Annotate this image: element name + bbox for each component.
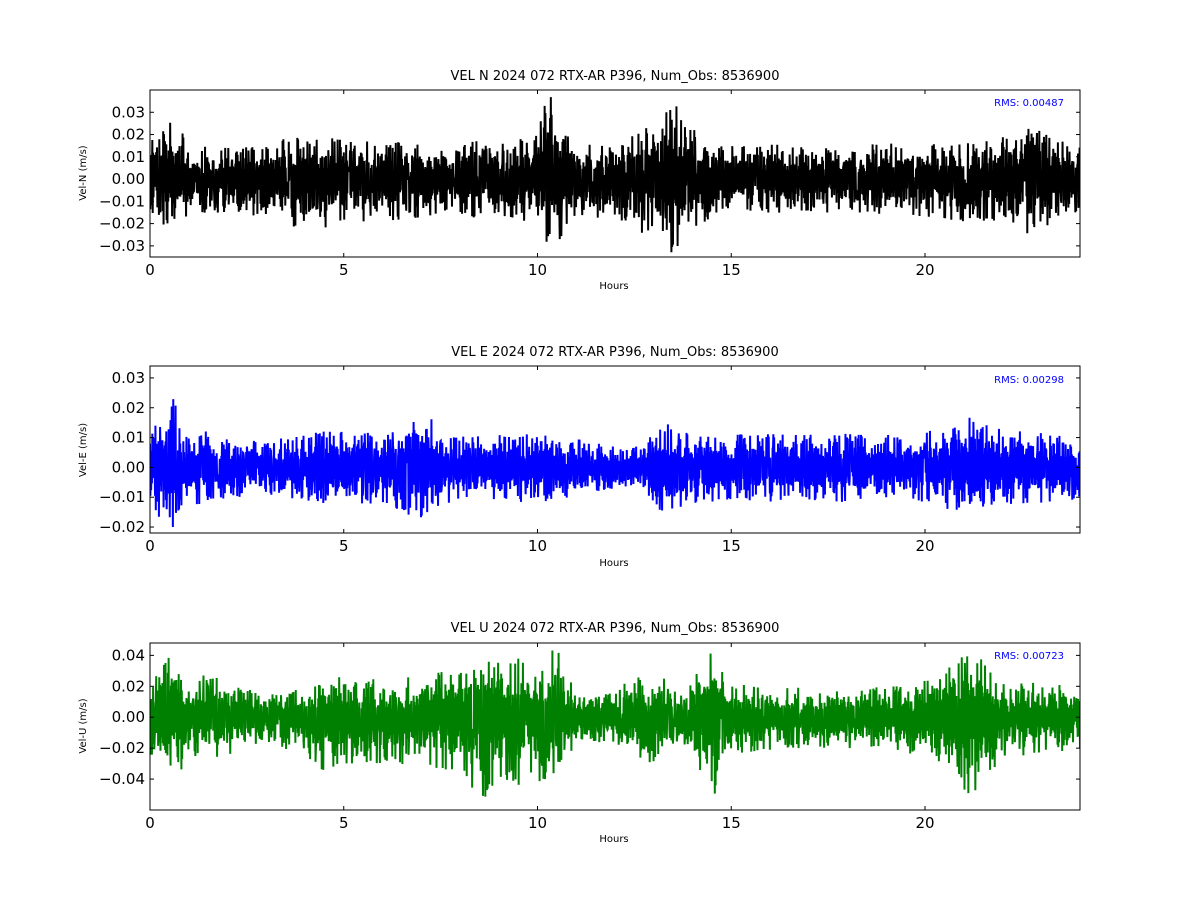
y-tick-label: 0.03 bbox=[112, 369, 145, 387]
x-tick-label: 0 bbox=[145, 537, 155, 555]
y-tick-label: 0.00 bbox=[112, 170, 145, 188]
x-tick-label: 20 bbox=[915, 261, 934, 279]
series-line bbox=[150, 97, 1080, 253]
x-tick-label: 10 bbox=[528, 261, 547, 279]
x-tick-label: 15 bbox=[722, 261, 741, 279]
y-tick-label: 0.00 bbox=[112, 458, 145, 476]
y-tick-label: −0.02 bbox=[99, 518, 145, 536]
x-tick-label: 20 bbox=[915, 814, 934, 832]
series-line bbox=[150, 399, 1080, 528]
y-axis-label: Vel-E (m/s) bbox=[78, 423, 89, 477]
plot-frame bbox=[149, 642, 1081, 811]
y-tick-label: 0.02 bbox=[112, 399, 145, 417]
x-axis-label: Hours bbox=[599, 281, 628, 292]
y-tick-label: −0.04 bbox=[99, 770, 145, 788]
y-tick-label: −0.03 bbox=[99, 237, 145, 255]
x-tick-label: 15 bbox=[722, 537, 741, 555]
panel-title: VEL N 2024 072 RTX-AR P396, Num_Obs: 853… bbox=[451, 69, 780, 84]
y-tick-label: 0.01 bbox=[112, 429, 145, 447]
panel-vel-n: VEL N 2024 072 RTX-AR P396, Num_Obs: 853… bbox=[78, 69, 1081, 292]
panel-title: VEL E 2024 072 RTX-AR P396, Num_Obs: 853… bbox=[451, 345, 778, 360]
y-tick-label: 0.02 bbox=[112, 677, 145, 695]
x-tick-label: 0 bbox=[145, 261, 155, 279]
panel-vel-u: VEL U 2024 072 RTX-AR P396, Num_Obs: 853… bbox=[78, 621, 1081, 845]
y-axis-label: Vel-N (m/s) bbox=[78, 145, 89, 200]
x-tick-label: 20 bbox=[915, 537, 934, 555]
y-tick-label: 0.04 bbox=[112, 646, 145, 664]
y-tick-label: −0.01 bbox=[99, 192, 145, 210]
y-tick-label: 0.02 bbox=[112, 126, 145, 144]
x-axis-label: Hours bbox=[599, 834, 628, 845]
x-tick-label: 15 bbox=[722, 814, 741, 832]
y-axis-label: Vel-U (m/s) bbox=[78, 698, 89, 753]
y-tick-label: −0.02 bbox=[99, 215, 145, 233]
plot-frame bbox=[149, 365, 1081, 534]
x-tick-label: 5 bbox=[339, 814, 349, 832]
panel-title: VEL U 2024 072 RTX-AR P396, Num_Obs: 853… bbox=[451, 621, 780, 636]
series-line bbox=[150, 650, 1080, 797]
y-tick-label: −0.02 bbox=[99, 739, 145, 757]
y-tick-label: 0.00 bbox=[112, 708, 145, 726]
y-tick-label: 0.03 bbox=[112, 103, 145, 121]
rms-annotation: RMS: 0.00487 bbox=[994, 98, 1064, 109]
x-tick-label: 5 bbox=[339, 537, 349, 555]
panel-vel-e: VEL E 2024 072 RTX-AR P396, Num_Obs: 853… bbox=[78, 345, 1081, 569]
x-tick-label: 5 bbox=[339, 261, 349, 279]
y-tick-label: 0.01 bbox=[112, 148, 145, 166]
x-tick-label: 10 bbox=[528, 814, 547, 832]
x-axis-label: Hours bbox=[599, 558, 628, 569]
y-tick-label: −0.01 bbox=[99, 488, 145, 506]
rms-annotation: RMS: 0.00298 bbox=[994, 375, 1064, 386]
plot-frame bbox=[149, 89, 1081, 258]
x-tick-label: 0 bbox=[145, 814, 155, 832]
x-tick-label: 10 bbox=[528, 537, 547, 555]
rms-annotation: RMS: 0.00723 bbox=[994, 651, 1064, 662]
